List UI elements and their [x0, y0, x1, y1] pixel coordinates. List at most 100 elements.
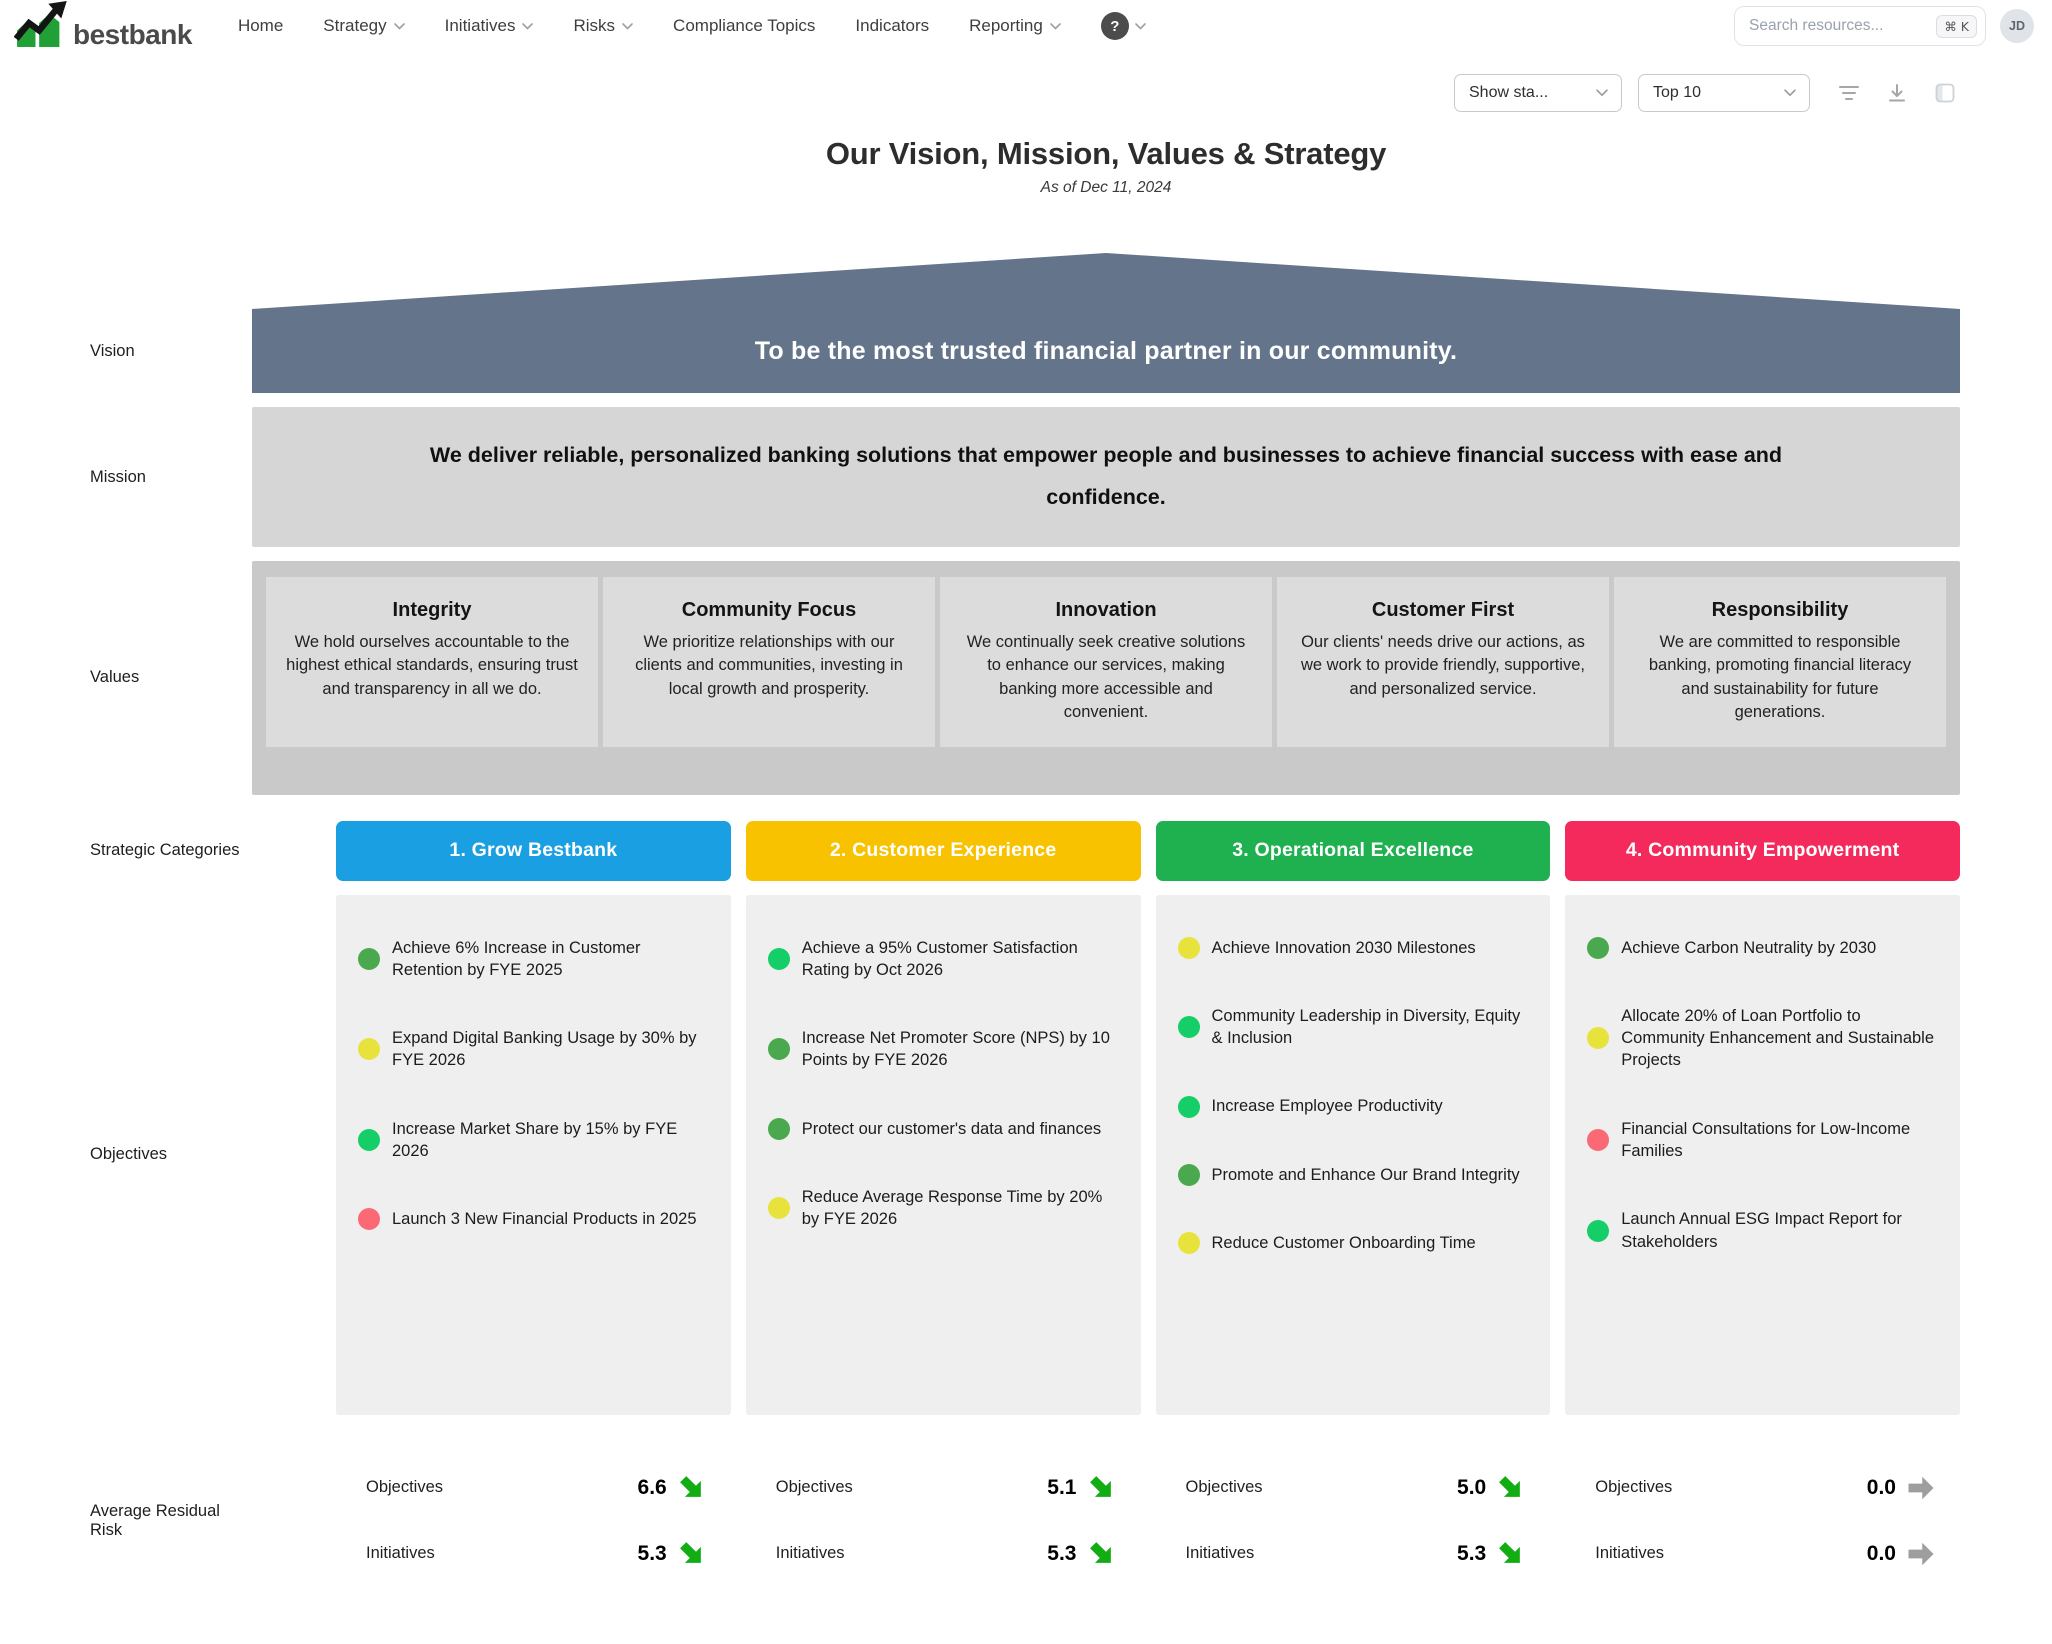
toolbar-icons	[1834, 78, 1960, 108]
objective-text: Launch Annual ESG Impact Report for Stak…	[1621, 1210, 1902, 1251]
download-icon[interactable]	[1882, 78, 1912, 108]
risk-column-2: Objectives 5.1 Initiatives 5.3	[746, 1469, 1141, 1573]
risk-term-label: Initiatives	[366, 1544, 435, 1563]
objective-text: Allocate 20% of Loan Portfolio to Commun…	[1621, 1006, 1935, 1070]
brand-name: bestbank	[73, 18, 192, 50]
status-dot	[358, 947, 380, 970]
risk-value: 5.0	[1457, 1475, 1487, 1499]
objective-item[interactable]: Protect our customer's data and finances	[767, 1117, 1123, 1140]
avatar[interactable]: JD	[2000, 9, 2034, 43]
mission-section: Mission We deliver reliable, personalize…	[0, 407, 1960, 547]
objective-item[interactable]: Increase Employee Productivity	[1177, 1095, 1533, 1118]
filter-icon[interactable]	[1834, 78, 1864, 108]
status-dot	[767, 1197, 790, 1220]
nav-item-home[interactable]: Home	[237, 16, 284, 35]
objective-item[interactable]: Expand Digital Banking Usage by 30% by F…	[358, 1027, 713, 1072]
value-description: We prioritize relationships with our cli…	[635, 633, 903, 698]
risk-value: 5.1	[1047, 1475, 1077, 1499]
chevron-down-icon	[1135, 22, 1146, 30]
risk-term-label: Objectives	[1185, 1478, 1263, 1497]
objective-item[interactable]: Reduce Average Response Time by 20% by F…	[767, 1186, 1123, 1231]
objective-text: Increase Net Promoter Score (NPS) by 10 …	[801, 1029, 1110, 1070]
status-dot	[1177, 936, 1200, 959]
objectives-row-label: Objectives	[90, 1145, 168, 1164]
mission-row-label: Mission	[90, 467, 146, 486]
value-card: Community Focus We prioritize relationsh…	[603, 577, 935, 747]
mission-statement: We deliver reliable, personalized bankin…	[252, 407, 1960, 547]
objective-item[interactable]: Achieve Carbon Neutrality by 2030	[1587, 936, 1942, 959]
risk-column-3: Objectives 5.0 Initiatives 5.3	[1156, 1469, 1551, 1573]
search-box[interactable]: ⌘ K	[1734, 6, 1986, 46]
trend-arrow-icon	[1087, 1473, 1117, 1503]
value-card: Integrity We hold ourselves accountable …	[266, 577, 598, 747]
objectives-column-4: Achieve Carbon Neutrality by 2030 Alloca…	[1565, 894, 1960, 1415]
risk-initiatives-line: Initiatives 5.3	[746, 1535, 1141, 1573]
objective-item[interactable]: Achieve Innovation 2030 Milestones	[1177, 936, 1533, 959]
category-grow-bestbank[interactable]: 1. Grow Bestbank	[336, 820, 731, 881]
top-n-select[interactable]: Top 10	[1638, 74, 1810, 112]
value-description: We are committed to responsible banking,…	[1648, 633, 1912, 722]
objective-item[interactable]: Allocate 20% of Loan Portfolio to Commun…	[1587, 1005, 1942, 1072]
objectives-column-1: Achieve 6% Increase in Customer Retentio…	[336, 894, 731, 1415]
objective-text: Community Leadership in Diversity, Equit…	[1211, 1006, 1521, 1048]
objective-item[interactable]: Achieve 6% Increase in Customer Retentio…	[358, 937, 713, 982]
objectives-grid: Achieve 6% Increase in Customer Retentio…	[336, 894, 1960, 1415]
nav-item-reporting[interactable]: Reporting	[969, 16, 1061, 36]
value-description: We continually seek creative solutions t…	[966, 633, 1246, 722]
objective-item[interactable]: Increase Net Promoter Score (NPS) by 10 …	[767, 1027, 1123, 1072]
show-status-select[interactable]: Show sta...	[1454, 74, 1622, 112]
value-title: Community Focus	[681, 599, 857, 621]
value-title: Integrity	[392, 599, 472, 621]
nav-item-initiatives[interactable]: Initiatives	[445, 16, 534, 36]
risk-objectives-line: Objectives 0.0	[1565, 1469, 1960, 1507]
chevron-down-icon	[622, 22, 633, 30]
top-navbar: bestbank Home Strategy Initiatives Risks…	[0, 0, 2052, 52]
value-description: We hold ourselves accountable to the hig…	[286, 633, 578, 698]
risk-value: 5.3	[1047, 1541, 1077, 1565]
status-dot	[1177, 1016, 1200, 1039]
status-dot	[358, 1129, 380, 1152]
vision-row-label: Vision	[90, 341, 135, 360]
header-right: ⌘ K JD	[1734, 6, 2034, 46]
objective-item[interactable]: Reduce Customer Onboarding Time	[1177, 1232, 1533, 1255]
risk-initiatives-line: Initiatives 5.3	[1156, 1535, 1551, 1573]
objective-item[interactable]: Financial Consultations for Low-Income F…	[1587, 1118, 1942, 1163]
trend-arrow-icon	[677, 1539, 707, 1569]
logo-chart-icon	[13, 0, 68, 52]
risk-term-label: Objectives	[366, 1478, 444, 1497]
brand-logo[interactable]: bestbank	[13, 0, 192, 52]
risk-value: 0.0	[1866, 1475, 1896, 1499]
category-customer-experience[interactable]: 2. Customer Experience	[745, 820, 1141, 881]
value-title: Innovation	[1055, 599, 1157, 621]
objective-item[interactable]: Launch Annual ESG Impact Report for Stak…	[1587, 1208, 1942, 1253]
help-menu[interactable]: ?	[1100, 12, 1146, 40]
value-card: Innovation We continually seek creative …	[940, 577, 1272, 747]
risk-objectives-line: Objectives 6.6	[336, 1469, 731, 1507]
search-input[interactable]	[1749, 17, 1937, 35]
objective-item[interactable]: Increase Market Share by 15% by FYE 2026	[358, 1118, 713, 1163]
objective-text: Launch 3 New Financial Products in 2025	[392, 1210, 697, 1229]
objective-text: Reduce Customer Onboarding Time	[1211, 1234, 1476, 1253]
objective-item[interactable]: Community Leadership in Diversity, Equit…	[1177, 1005, 1533, 1050]
trend-arrow-icon	[1496, 1473, 1526, 1503]
nav-item-strategy[interactable]: Strategy	[323, 16, 405, 36]
objectives-column-2: Achieve a 95% Customer Satisfaction Rati…	[745, 894, 1141, 1415]
nav-item-risks[interactable]: Risks	[573, 16, 633, 36]
nav-item-compliance-topics[interactable]: Compliance Topics	[673, 16, 816, 35]
objective-text: Increase Market Share by 15% by FYE 2026	[392, 1119, 678, 1161]
values-panel: Integrity We hold ourselves accountable …	[252, 561, 1960, 795]
category-community-empowerment[interactable]: 4. Community Empowerment	[1565, 820, 1960, 881]
chevron-down-icon	[1050, 22, 1061, 30]
risk-value: 5.3	[1457, 1541, 1487, 1565]
objective-item[interactable]: Launch 3 New Financial Products in 2025	[358, 1208, 713, 1231]
vision-banner-peak	[252, 253, 1960, 309]
objective-item[interactable]: Promote and Enhance Our Brand Integrity	[1177, 1163, 1533, 1186]
nav-item-indicators[interactable]: Indicators	[855, 16, 930, 35]
status-dot	[1177, 1163, 1200, 1186]
status-dot	[358, 1038, 380, 1061]
objective-item[interactable]: Achieve a 95% Customer Satisfaction Rati…	[767, 937, 1123, 982]
panel-layout-icon[interactable]	[1930, 78, 1960, 108]
category-operational-excellence[interactable]: 3. Operational Excellence	[1155, 820, 1551, 881]
risk-initiatives-line: Initiatives 0.0	[1565, 1535, 1960, 1573]
objective-text: Reduce Average Response Time by 20% by F…	[801, 1188, 1103, 1229]
